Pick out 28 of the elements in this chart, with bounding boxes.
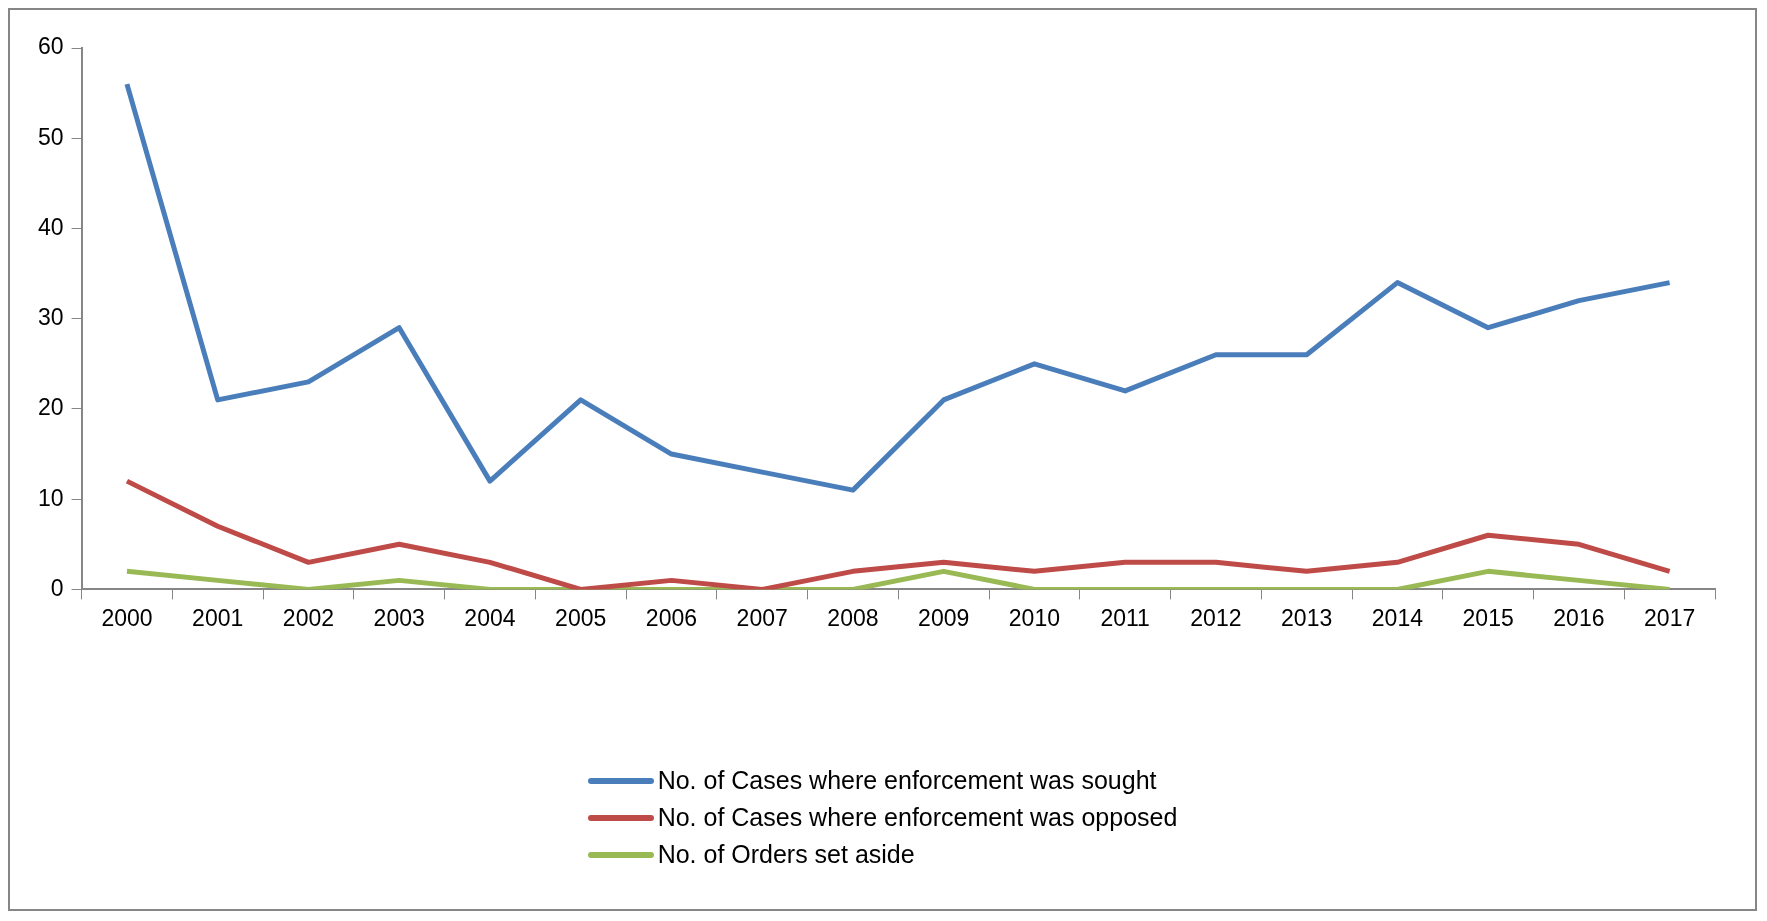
x-tick-label: 2011 — [1100, 604, 1150, 631]
x-tick-label: 2005 — [555, 604, 607, 631]
y-tick-label: 40 — [37, 213, 64, 240]
x-tick-label: 2002 — [282, 604, 335, 631]
x-tick-label: 2017 — [1644, 604, 1696, 631]
y-tick-label: 50 — [37, 123, 64, 150]
y-tick-label: 30 — [37, 304, 64, 331]
x-tick-label: 2007 — [736, 604, 788, 631]
x-tick-label: 2013 — [1281, 604, 1333, 631]
y-tick-label: 10 — [37, 484, 64, 511]
x-tick-label: 2016 — [1553, 604, 1605, 631]
y-tick-label: 60 — [37, 33, 64, 60]
legend-label: No. of Cases where enforcement was sought — [657, 766, 1157, 795]
x-tick-label: 2009 — [918, 604, 970, 631]
legend-label: No. of Cases where enforcement was opposed — [657, 803, 1178, 832]
y-tick-label: 0 — [50, 574, 64, 601]
y-tick-label: 20 — [37, 394, 64, 421]
x-tick-label: 2012 — [1190, 604, 1242, 631]
x-tick-label: 2004 — [464, 604, 516, 631]
x-tick-label: 2010 — [1008, 604, 1060, 631]
x-tick-label: 2014 — [1371, 604, 1424, 631]
x-tick-label: 2015 — [1462, 604, 1514, 631]
legend-label: No. of Orders set aside — [657, 840, 915, 869]
x-tick-label: 2000 — [101, 604, 153, 631]
x-tick-label: 2008 — [827, 604, 879, 631]
x-tick-label: 2003 — [373, 604, 425, 631]
x-tick-label: 2001 — [192, 604, 244, 631]
x-tick-label: 2006 — [645, 604, 698, 631]
